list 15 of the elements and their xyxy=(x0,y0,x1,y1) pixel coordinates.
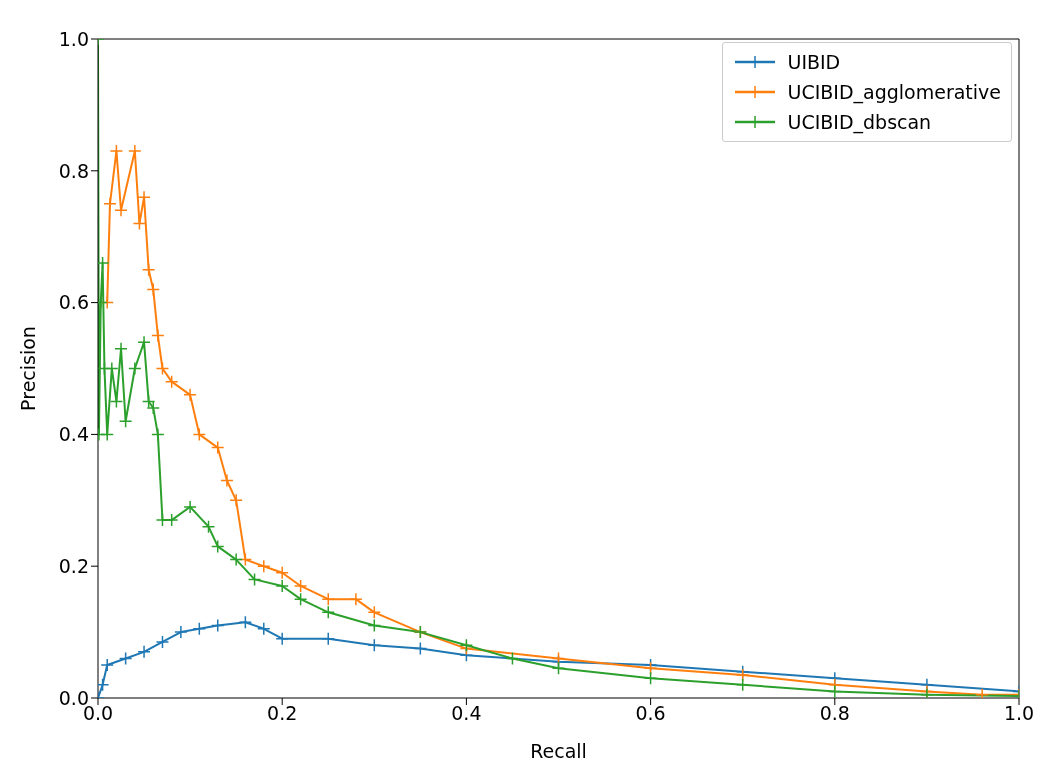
x-tick-label: 0.4 xyxy=(451,702,482,725)
y-tick-label: 0.6 xyxy=(58,291,89,314)
y-tick-label: 0.4 xyxy=(58,423,89,446)
legend-label: UIBID xyxy=(787,50,841,75)
legend-label: UCIBID_dbscan xyxy=(787,110,932,136)
y-axis-title: Precision xyxy=(16,326,39,411)
x-tick-label: 0.6 xyxy=(635,702,666,725)
y-tick-label: 0.2 xyxy=(58,554,89,577)
x-tick-label: 0.8 xyxy=(819,702,850,725)
x-axis-title: Recall xyxy=(530,740,587,762)
y-tick-label: 1.0 xyxy=(58,27,89,50)
x-tick-label: 0.2 xyxy=(267,702,298,725)
y-tick-label: 0.8 xyxy=(58,159,89,182)
x-tick-label: 1.0 xyxy=(1003,702,1035,725)
legend-label: UCIBID_agglomerative xyxy=(787,80,1001,106)
